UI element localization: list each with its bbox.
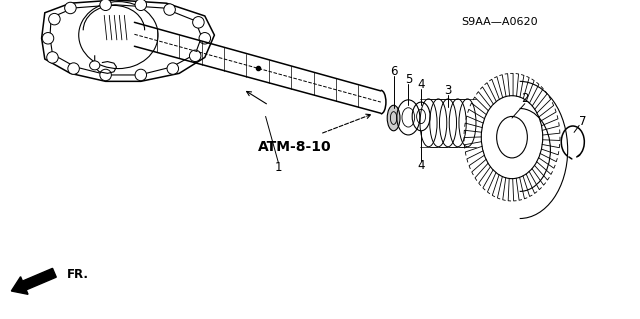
- Text: 2: 2: [521, 93, 529, 105]
- Text: 4: 4: [417, 160, 425, 172]
- Text: S9AA—A0620: S9AA—A0620: [461, 17, 538, 27]
- Text: 1: 1: [275, 161, 282, 174]
- Text: 4: 4: [417, 78, 425, 91]
- Ellipse shape: [49, 13, 60, 25]
- Ellipse shape: [189, 50, 201, 62]
- Ellipse shape: [199, 33, 211, 44]
- Ellipse shape: [100, 0, 111, 11]
- Text: 5: 5: [404, 73, 412, 85]
- PathPatch shape: [42, 0, 214, 81]
- Ellipse shape: [193, 17, 204, 28]
- Ellipse shape: [90, 61, 100, 70]
- Ellipse shape: [135, 69, 147, 81]
- Ellipse shape: [135, 0, 147, 11]
- FancyArrow shape: [12, 268, 56, 294]
- Text: FR.: FR.: [67, 268, 89, 281]
- Text: 3: 3: [444, 85, 452, 97]
- Ellipse shape: [387, 105, 400, 131]
- Ellipse shape: [65, 2, 76, 14]
- Text: 7: 7: [579, 115, 586, 128]
- Ellipse shape: [47, 52, 58, 63]
- Ellipse shape: [42, 33, 54, 44]
- Ellipse shape: [167, 63, 179, 74]
- Ellipse shape: [68, 63, 79, 74]
- Ellipse shape: [164, 4, 175, 15]
- Text: ATM-8-10: ATM-8-10: [257, 140, 332, 154]
- Ellipse shape: [100, 69, 111, 81]
- Text: 6: 6: [390, 65, 397, 78]
